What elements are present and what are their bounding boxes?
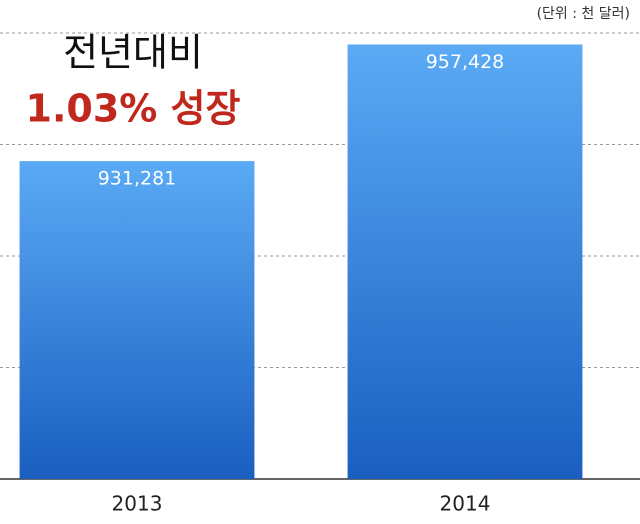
annotation: 전년대비 [63, 31, 203, 75]
x-tick-label: 2014 [440, 492, 491, 516]
unit-note: (단위 : 천 달러) [537, 6, 630, 22]
annotation-highlight: 1.03% 성장 [26, 87, 241, 131]
x-tick-label: 2013 [112, 492, 163, 516]
bar [19, 161, 255, 479]
value-label: 931,281 [98, 168, 177, 190]
bar [347, 44, 583, 480]
value-label: 957,428 [426, 51, 505, 73]
